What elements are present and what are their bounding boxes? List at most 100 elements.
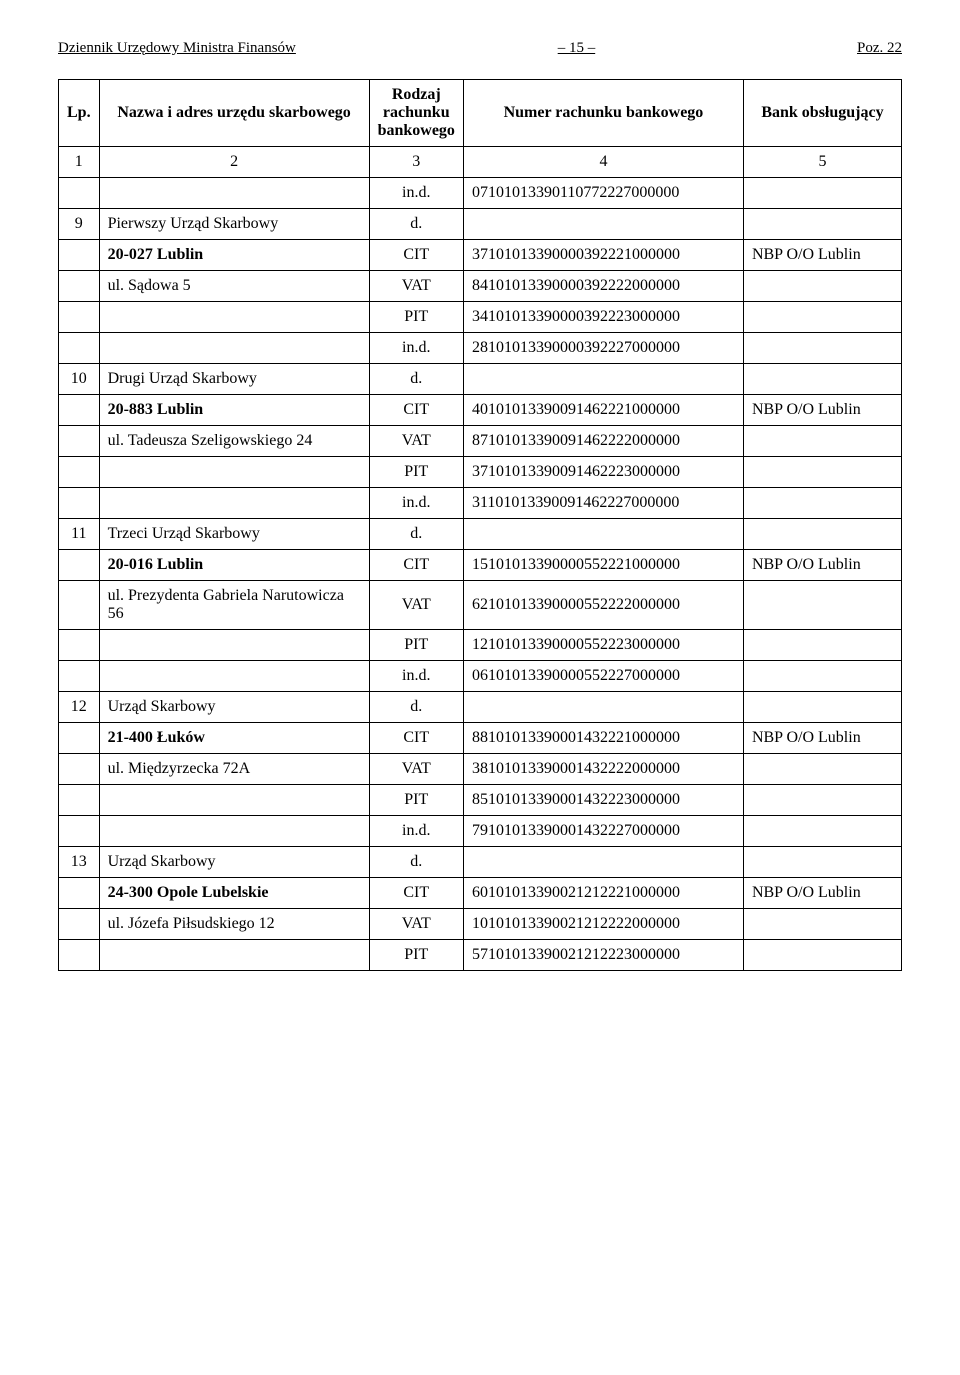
table-header-row: Lp. Nazwa i adres urzędu skarbowego Rodz…	[59, 80, 902, 147]
cell-account-type: VAT	[369, 909, 463, 940]
cell-lp	[59, 240, 100, 271]
cell-account-number: 40101013390091462221000000	[463, 395, 743, 426]
cell-name: 20-027 Lublin	[99, 240, 369, 271]
cell-account-type: PIT	[369, 302, 463, 333]
header-page-number: – 15 –	[296, 40, 857, 57]
cell-name: 20-883 Lublin	[99, 395, 369, 426]
table-number-row: 1 2 3 4 5	[59, 147, 902, 178]
cell-account-number: 38101013390001432222000000	[463, 754, 743, 785]
cell-name: Urząd Skarbowy	[99, 847, 369, 878]
cell-lp	[59, 661, 100, 692]
cell-bank	[743, 630, 901, 661]
cell-account-type: VAT	[369, 754, 463, 785]
cell-name: 21-400 Łuków	[99, 723, 369, 754]
cell-name: ul. Józefa Piłsudskiego 12	[99, 909, 369, 940]
cell-lp	[59, 457, 100, 488]
cell-lp	[59, 271, 100, 302]
cell-bank: NBP O/O Lublin	[743, 550, 901, 581]
cell-name: Drugi Urząd Skarbowy	[99, 364, 369, 395]
cell-lp	[59, 302, 100, 333]
cell-bank	[743, 209, 901, 240]
cell-account-number	[463, 209, 743, 240]
colnum-5: 5	[743, 147, 901, 178]
col-bank: Bank obsługujący	[743, 80, 901, 147]
cell-account-type: PIT	[369, 940, 463, 971]
table-row: 11Trzeci Urząd Skarbowyd.	[59, 519, 902, 550]
colnum-3: 3	[369, 147, 463, 178]
table-row: 21-400 ŁukówCIT8810101339000143222100000…	[59, 723, 902, 754]
cell-bank	[743, 581, 901, 630]
cell-name: ul. Prezydenta Gabriela Narutowicza 56	[99, 581, 369, 630]
cell-account-number: 79101013390001432227000000	[463, 816, 743, 847]
cell-account-type: CIT	[369, 723, 463, 754]
cell-bank	[743, 333, 901, 364]
cell-account-number: 37101013390000392221000000	[463, 240, 743, 271]
cell-lp	[59, 785, 100, 816]
col-name: Nazwa i adres urzędu skarbowego	[99, 80, 369, 147]
cell-account-number: 12101013390000552223000000	[463, 630, 743, 661]
cell-bank	[743, 754, 901, 785]
cell-lp	[59, 940, 100, 971]
table-row: ul. Prezydenta Gabriela Narutowicza 56VA…	[59, 581, 902, 630]
cell-account-type: VAT	[369, 271, 463, 302]
cell-bank: NBP O/O Lublin	[743, 723, 901, 754]
cell-lp	[59, 178, 100, 209]
cell-bank	[743, 271, 901, 302]
cell-account-number: 57101013390021212223000000	[463, 940, 743, 971]
cell-name	[99, 488, 369, 519]
cell-bank	[743, 816, 901, 847]
cell-account-type: in.d.	[369, 488, 463, 519]
cell-name	[99, 457, 369, 488]
cell-lp: 9	[59, 209, 100, 240]
page: Dziennik Urzędowy Ministra Finansów – 15…	[0, 0, 960, 1011]
cell-account-number: 34101013390000392223000000	[463, 302, 743, 333]
cell-bank	[743, 426, 901, 457]
cell-name	[99, 816, 369, 847]
table-row: PIT34101013390000392223000000	[59, 302, 902, 333]
table-row: ul. Tadeusza Szeligowskiego 24VAT8710101…	[59, 426, 902, 457]
cell-bank: NBP O/O Lublin	[743, 240, 901, 271]
cell-name	[99, 785, 369, 816]
cell-account-number: 06101013390000552227000000	[463, 661, 743, 692]
cell-lp	[59, 395, 100, 426]
cell-bank	[743, 364, 901, 395]
colnum-1: 1	[59, 147, 100, 178]
cell-account-number: 60101013390021212221000000	[463, 878, 743, 909]
cell-account-type: CIT	[369, 395, 463, 426]
cell-lp	[59, 816, 100, 847]
table-row: 24-300 Opole LubelskieCIT601010133900212…	[59, 878, 902, 909]
cell-lp: 12	[59, 692, 100, 723]
table-row: PIT37101013390091462223000000	[59, 457, 902, 488]
cell-bank: NBP O/O Lublin	[743, 395, 901, 426]
cell-account-type: in.d.	[369, 661, 463, 692]
cell-bank	[743, 940, 901, 971]
cell-lp: 11	[59, 519, 100, 550]
table-row: PIT85101013390001432223000000	[59, 785, 902, 816]
cell-bank	[743, 847, 901, 878]
table-row: 10Drugi Urząd Skarbowyd.	[59, 364, 902, 395]
cell-account-number: 37101013390091462223000000	[463, 457, 743, 488]
cell-lp	[59, 581, 100, 630]
cell-name	[99, 630, 369, 661]
table-row: 20-016 LublinCIT151010133900005522210000…	[59, 550, 902, 581]
table-row: ul. Józefa Piłsudskiego 12VAT10101013390…	[59, 909, 902, 940]
colnum-2: 2	[99, 147, 369, 178]
cell-account-type: in.d.	[369, 333, 463, 364]
cell-lp	[59, 878, 100, 909]
header-position: Poz. 22	[857, 40, 902, 57]
cell-name	[99, 661, 369, 692]
cell-name	[99, 302, 369, 333]
cell-account-type: CIT	[369, 240, 463, 271]
cell-account-type: d.	[369, 209, 463, 240]
cell-lp	[59, 630, 100, 661]
cell-name	[99, 333, 369, 364]
cell-account-type: d.	[369, 847, 463, 878]
table-row: ul. Międzyrzecka 72AVAT38101013390001432…	[59, 754, 902, 785]
cell-bank	[743, 785, 901, 816]
cell-account-number: 62101013390000552222000000	[463, 581, 743, 630]
cell-name	[99, 178, 369, 209]
cell-account-type: VAT	[369, 426, 463, 457]
table-row: in.d.79101013390001432227000000	[59, 816, 902, 847]
cell-account-number: 10101013390021212222000000	[463, 909, 743, 940]
table-row: 13Urząd Skarbowyd.	[59, 847, 902, 878]
